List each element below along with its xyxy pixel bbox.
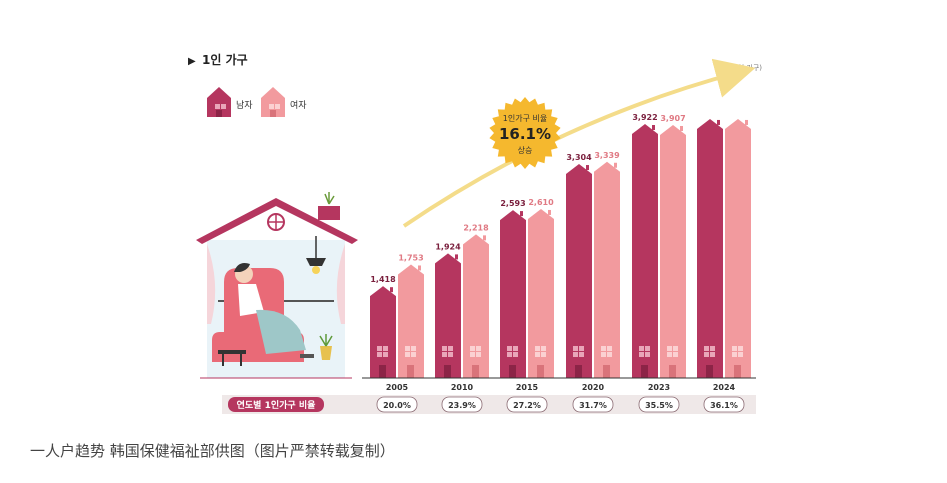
badge-line1: 1인가구 비율	[503, 113, 547, 123]
unit-note: (단위: 천 가구)	[718, 63, 763, 72]
data-label-male-2005: 1,418	[370, 275, 396, 284]
ratio-row-label-bg	[228, 397, 324, 412]
growth-arrow	[402, 58, 756, 228]
badge-value: 16.1%	[499, 125, 551, 143]
house-illustration	[196, 192, 358, 379]
bar-female-2020	[594, 161, 620, 378]
x-tick-label-2020: 2020	[582, 383, 605, 392]
x-tick-label-2015: 2015	[516, 383, 539, 392]
data-label-male-2010: 1,924	[435, 242, 461, 251]
chart-title: 1인 가구	[202, 52, 248, 67]
legend-male-house-icon	[207, 87, 231, 117]
ratio-value-2020: 31.7%	[579, 401, 607, 410]
data-label-female-2005: 1,753	[398, 253, 423, 262]
ratio-value-2010: 23.9%	[448, 401, 476, 410]
ratio-pill-2015	[506, 396, 548, 413]
legend: 남자 여자	[207, 87, 307, 117]
bar-male-2015	[500, 210, 526, 378]
ratio-pill-2024	[703, 396, 745, 413]
legend-female-label: 여자	[290, 99, 307, 111]
ratio-value-2005: 20.0%	[383, 401, 411, 410]
data-label-female-2020: 3,339	[594, 151, 620, 160]
bar-female-2023	[660, 124, 686, 378]
badge-line3: 상승	[518, 145, 533, 155]
bar-male-2024	[697, 118, 723, 379]
x-tick-label-2024: 2024	[713, 383, 736, 392]
bar-male-2005	[370, 286, 396, 378]
bar-male-2023	[632, 124, 658, 378]
bar-male-2020	[566, 164, 592, 378]
ratio-value-2015: 27.2%	[513, 401, 541, 410]
data-label-female-2015: 2,610	[528, 198, 554, 207]
image-caption: 一人户趋势 韩国保健福祉部供图（图片严禁转载复制）	[30, 442, 395, 460]
x-tick-label-2005: 2005	[386, 383, 409, 392]
ratio-pill-2010	[441, 396, 483, 413]
bar-female-2010	[463, 234, 489, 378]
x-tick-label-2010: 2010	[451, 383, 474, 392]
bar-female-2015	[528, 208, 554, 378]
bar-female-2024	[725, 118, 751, 379]
ratio-row-label: 연도별 1인가구 비율	[237, 399, 316, 411]
bar-male-2010	[435, 253, 461, 378]
ratio-pill-2023	[638, 396, 680, 413]
ratio-value-2023: 35.5%	[645, 401, 673, 410]
chart-title-marker: ▶	[188, 56, 196, 67]
data-label-male-2023: 3,922	[632, 113, 657, 122]
legend-male-label: 남자	[236, 100, 253, 111]
bar-female-2005	[398, 264, 424, 378]
ratio-increase-badge: 1인가구 비율 16.1% 상승	[489, 97, 561, 169]
ratio-pill-2005	[376, 396, 418, 413]
data-label-female-2010: 2,218	[463, 223, 489, 232]
data-label-female-2023: 3,907	[660, 114, 685, 123]
ratio-row-background	[222, 395, 756, 414]
ratio-pill-2020	[572, 396, 614, 413]
x-tick-label-2023: 2023	[648, 383, 670, 392]
ratio-value-2024: 36.1%	[710, 401, 738, 410]
legend-female-house-icon	[261, 87, 285, 117]
data-label-male-2020: 3,304	[566, 153, 592, 162]
data-label-male-2015: 2,593	[500, 199, 525, 208]
